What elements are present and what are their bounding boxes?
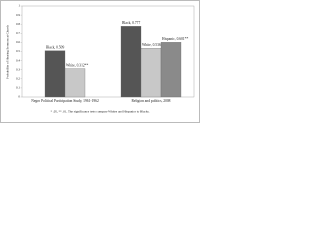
y-tick-label: 0.7 (16, 31, 20, 35)
bar (140, 48, 162, 98)
y-tick-label: 0.3 (16, 67, 20, 71)
bar-group: Black, 0.777 (120, 21, 142, 98)
value-label: White, 0.312** (66, 63, 88, 68)
y-tick-label: 0.4 (16, 58, 20, 62)
value-label: White, 0.536*** (142, 43, 166, 48)
chart: Probability of Hearing Sermons at Church… (0, 0, 200, 123)
bar-group: Hispanic, 0.601** (160, 37, 188, 98)
x-tick-label: Religion and politics, 2008 (132, 99, 171, 104)
x-tick-label: Negro Political Participation Study, 196… (31, 99, 99, 104)
value-label: Black, 0.509 (46, 46, 64, 51)
y-tick-label: 0.2 (16, 77, 20, 81)
footnote: * .05, ** .01. The significance tests co… (51, 110, 150, 115)
y-tick-label: 0 (18, 95, 20, 99)
bar (160, 42, 182, 98)
bar-group: Black, 0.509 (44, 46, 66, 98)
y-tick-label: 0.5 (16, 49, 20, 53)
bar-group: White, 0.312** (64, 63, 88, 98)
bar (64, 68, 86, 98)
bar (44, 50, 66, 98)
value-label: Black, 0.777 (122, 21, 140, 26)
y-tick-label: 1 (18, 4, 20, 8)
value-label: Hispanic, 0.601** (162, 37, 188, 42)
bar (120, 26, 142, 98)
y-tick-label: 0.1 (16, 86, 20, 90)
y-tick-label: 0.9 (16, 13, 20, 17)
y-axis-label: Probability of Hearing Sermons at Church (6, 25, 10, 79)
y-tick-label: 0.6 (16, 40, 20, 44)
y-tick-label: 0.8 (16, 22, 20, 26)
